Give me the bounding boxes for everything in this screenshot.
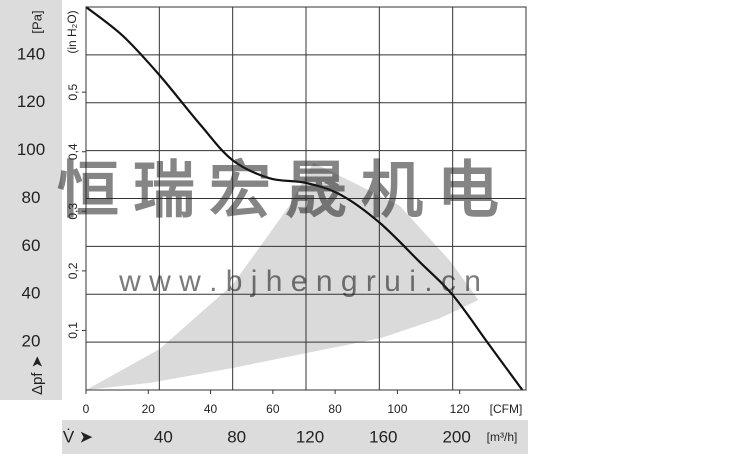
x-panel bbox=[62, 420, 528, 454]
x-tick-label: 200 bbox=[442, 427, 470, 446]
y2-tick-label: 0,1 bbox=[66, 322, 80, 339]
y-tick-label: 120 bbox=[17, 92, 45, 111]
operating-range bbox=[86, 162, 479, 390]
x2-tick-label: 120 bbox=[450, 402, 470, 416]
y2-unit: (in H₂O) bbox=[65, 10, 79, 53]
y-tick-label: 60 bbox=[22, 236, 41, 255]
y-tick-label: 80 bbox=[22, 188, 41, 207]
x-tick-label: 80 bbox=[227, 427, 246, 446]
y-tick-label: 40 bbox=[22, 284, 41, 303]
y-unit: [Pa] bbox=[29, 10, 44, 33]
y2-tick-label: 0,4 bbox=[66, 143, 80, 160]
x2-tick-label: 80 bbox=[328, 402, 342, 416]
y2-tick-label: 0,5 bbox=[66, 84, 80, 101]
y-panel bbox=[0, 0, 62, 400]
y-tick-label: 100 bbox=[17, 140, 45, 159]
watermark-url: w w w . b j h e n g r u i . c n bbox=[118, 265, 481, 298]
y-symbol: Δpf ➤ bbox=[29, 356, 46, 395]
y-tick-label: 20 bbox=[22, 332, 41, 351]
x2-tick-label: 100 bbox=[387, 402, 407, 416]
x-symbol: V̇ ➤ bbox=[63, 427, 93, 446]
x-tick-label: 160 bbox=[369, 427, 397, 446]
y2-tick-label: 0,2 bbox=[66, 262, 80, 279]
watermark: 恒瑞宏晟机电 bbox=[57, 156, 513, 225]
x2-tick-label: 20 bbox=[142, 402, 156, 416]
x2-tick-label: 0 bbox=[83, 402, 90, 416]
plot-frame bbox=[85, 6, 527, 391]
curve bbox=[85, 6, 524, 391]
y-tick-label: 140 bbox=[17, 44, 45, 63]
x2-unit: [CFM] bbox=[490, 402, 523, 416]
x2-tick-label: 60 bbox=[266, 402, 280, 416]
x-unit: [m³/h] bbox=[487, 430, 518, 444]
y2-tick-label: 0,3 bbox=[66, 203, 80, 220]
x-tick-label: 120 bbox=[296, 427, 324, 446]
x-tick-label: 40 bbox=[154, 427, 173, 446]
x2-tick-label: 40 bbox=[204, 402, 218, 416]
